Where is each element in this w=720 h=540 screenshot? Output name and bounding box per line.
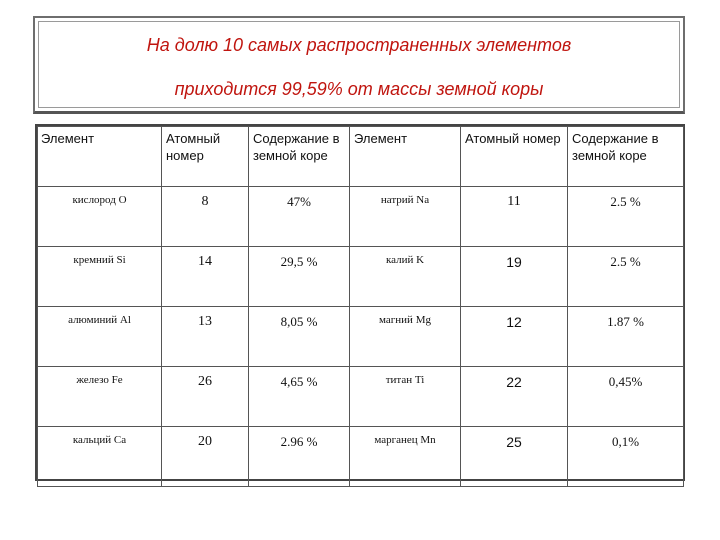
table-header-row: Элемент Атомный номер Содержание в земно…	[37, 126, 684, 187]
cell-element: кальций Ca	[37, 426, 162, 487]
cell-element: алюминий Al	[37, 306, 162, 367]
header-content-2: Содержание в земной коре	[567, 126, 684, 187]
cell-atomic-number: 20	[161, 426, 249, 487]
header-element-1: Элемент	[37, 126, 162, 187]
cell-element: титан Ti	[349, 366, 461, 427]
table-row: алюминий Al 13 8,05 % магний Mg 12 1.87 …	[37, 306, 684, 367]
cell-atomic-number: 8	[161, 186, 249, 247]
table-row: кремний Si 14 29,5 % калий K 19 2.5 %	[37, 246, 684, 307]
cell-content: 1.87 %	[567, 306, 684, 367]
cell-content: 0,1%	[567, 426, 684, 487]
cell-element: натрий Na	[349, 186, 461, 247]
cell-atomic-number: 14	[161, 246, 249, 307]
cell-element: магний Mg	[349, 306, 461, 367]
elements-table: Элемент Атомный номер Содержание в земно…	[37, 126, 684, 487]
table-row: железо Fe 26 4,65 % титан Ti 22 0,45%	[37, 366, 684, 427]
cell-atomic-number: 19	[460, 246, 568, 307]
cell-atomic-number: 12	[460, 306, 568, 367]
cell-atomic-number: 25	[460, 426, 568, 487]
elements-table-frame: Элемент Атомный номер Содержание в земно…	[35, 124, 685, 487]
header-atomic-number-2: Атомный номер	[460, 126, 568, 187]
cell-element: калий K	[349, 246, 461, 307]
table-row: кальций Ca 20 2.96 % марганец Mn 25 0,1%	[37, 426, 684, 487]
cell-content: 0,45%	[567, 366, 684, 427]
cell-content: 4,65 %	[248, 366, 350, 427]
header-atomic-number-1: Атомный номер	[161, 126, 249, 187]
cell-content: 2.5 %	[567, 246, 684, 307]
cell-atomic-number: 11	[460, 186, 568, 247]
header-element-2: Элемент	[349, 126, 461, 187]
cell-content: 2.96 %	[248, 426, 350, 487]
cell-content: 47%	[248, 186, 350, 247]
cell-atomic-number: 22	[460, 366, 568, 427]
header-content-1: Содержание в земной коре	[248, 126, 350, 187]
cell-element: марганец Mn	[349, 426, 461, 487]
cell-content: 29,5 %	[248, 246, 350, 307]
cell-element: кислород O	[37, 186, 162, 247]
title-frame: На долю 10 самых распространенных элемен…	[33, 16, 685, 114]
table-row: кислород O 8 47% натрий Na 11 2.5 %	[37, 186, 684, 247]
cell-atomic-number: 13	[161, 306, 249, 367]
cell-element: железо Fe	[37, 366, 162, 427]
cell-atomic-number: 26	[161, 366, 249, 427]
cell-content: 8,05 %	[248, 306, 350, 367]
title-line-1: На долю 10 самых распространенных элемен…	[146, 35, 572, 55]
title-line-2: приходится 99,59% от массы земной коры	[174, 79, 544, 99]
cell-element: кремний Si	[37, 246, 162, 307]
cell-content: 2.5 %	[567, 186, 684, 247]
